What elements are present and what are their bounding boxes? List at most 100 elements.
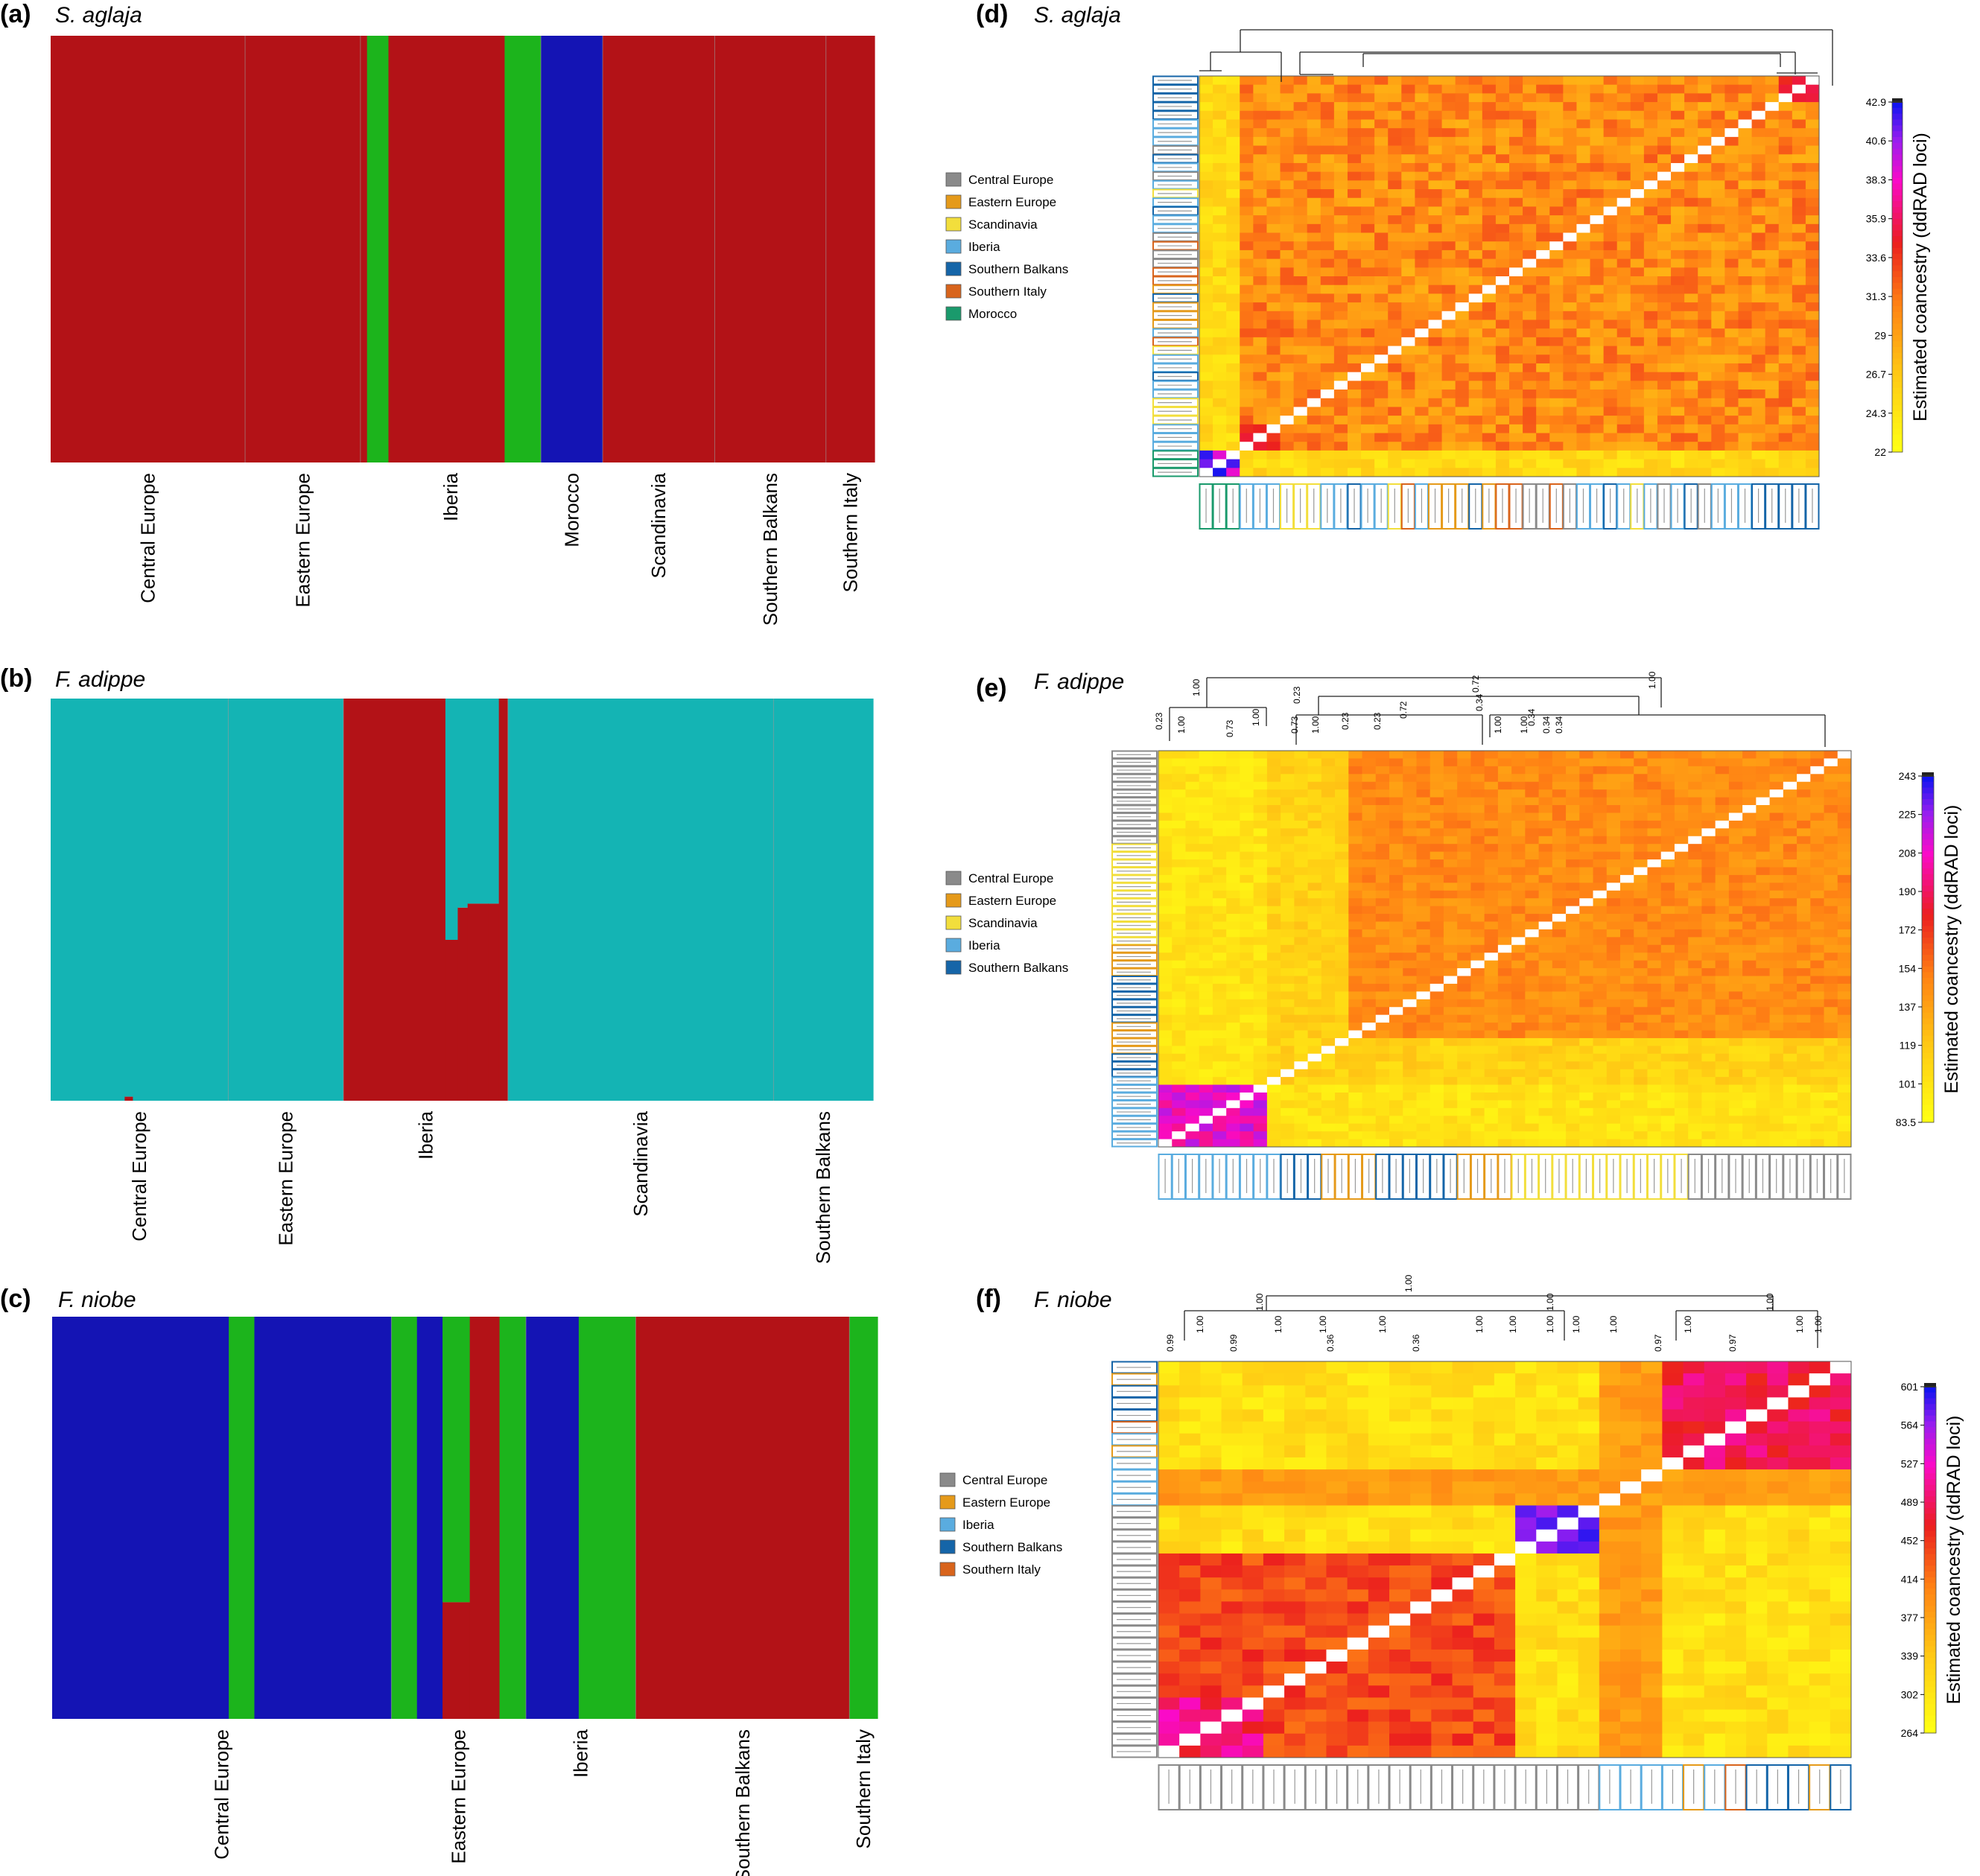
heat-cell-e bbox=[1266, 944, 1281, 953]
heat-cell-d bbox=[1240, 416, 1254, 425]
heat-cell-e bbox=[1348, 906, 1362, 915]
heat-cell-e bbox=[1810, 898, 1824, 907]
heat-cell-d bbox=[1792, 258, 1806, 268]
heat-cell-e bbox=[1389, 1030, 1403, 1039]
heat-cell-e bbox=[1593, 1014, 1608, 1023]
heat-cell-e bbox=[1389, 929, 1403, 938]
heat-cell-d bbox=[1523, 206, 1537, 216]
heat-cell-e bbox=[1443, 805, 1458, 813]
heat-cell-e bbox=[1335, 813, 1349, 821]
heat-cell-d bbox=[1199, 145, 1213, 155]
heat-cell-e bbox=[1281, 758, 1295, 767]
heat-cell-e bbox=[1253, 890, 1268, 899]
heat-cell-e bbox=[1281, 1053, 1295, 1062]
heat-cell-e bbox=[1335, 968, 1349, 976]
heat-cell-d bbox=[1307, 433, 1321, 442]
heat-cell-d bbox=[1536, 424, 1550, 433]
heat-cell-d bbox=[1388, 136, 1402, 146]
heat-cell-e bbox=[1715, 751, 1730, 759]
heat-cell-d bbox=[1805, 284, 1820, 294]
heat-cell-e bbox=[1240, 828, 1254, 837]
heat-cell-d bbox=[1765, 328, 1780, 338]
heat-cell-e bbox=[1253, 976, 1268, 985]
heat-cell-e bbox=[1797, 766, 1811, 775]
heat-cell-d bbox=[1388, 258, 1402, 268]
heat-cell-e bbox=[1226, 906, 1240, 915]
heat-cell-e bbox=[1634, 859, 1648, 868]
heat-cell-e bbox=[1647, 906, 1662, 915]
heat-cell-d bbox=[1698, 293, 1712, 303]
heat-cell-e bbox=[1620, 751, 1634, 759]
heat-cell-d bbox=[1280, 346, 1295, 355]
heat-cell-e bbox=[1457, 1007, 1471, 1016]
heat-cell-e bbox=[1579, 1007, 1593, 1016]
heat-cell-d bbox=[1415, 319, 1429, 329]
heat-cell-e bbox=[1579, 929, 1593, 938]
heat-cell-e bbox=[1430, 1131, 1444, 1139]
heat-cell-e bbox=[1660, 781, 1675, 790]
heat-cell-e bbox=[1253, 766, 1268, 775]
heat-cell-e bbox=[1525, 953, 1539, 961]
heat-cell-e bbox=[1606, 1084, 1621, 1093]
heat-cell-e bbox=[1185, 999, 1200, 1008]
heat-cell-d bbox=[1280, 110, 1295, 120]
heat-cell-d bbox=[1684, 328, 1698, 338]
heat-cell-d bbox=[1280, 189, 1295, 199]
heat-cell-e bbox=[1701, 766, 1716, 775]
heat-cell-e bbox=[1266, 1116, 1281, 1125]
heat-cell-e bbox=[1457, 976, 1471, 985]
heat-cell-d bbox=[1563, 450, 1577, 460]
heat-cell-d bbox=[1415, 171, 1429, 181]
heat-cell-d bbox=[1765, 232, 1780, 242]
heat-cell-d bbox=[1549, 328, 1564, 338]
heat-cell-e bbox=[1443, 1007, 1458, 1016]
heat-cell-e bbox=[1566, 1139, 1580, 1148]
heat-cell-d bbox=[1468, 468, 1483, 477]
heat-cell-e bbox=[1212, 1069, 1227, 1078]
heat-cell-e bbox=[1389, 1139, 1403, 1148]
heat-cell-d bbox=[1388, 128, 1402, 138]
heat-cell-d bbox=[1374, 136, 1389, 146]
heat-cell-e bbox=[1403, 1061, 1417, 1070]
heat-cell-d bbox=[1415, 293, 1429, 303]
heat-cell-e bbox=[1240, 867, 1254, 876]
heat-cell-e bbox=[1715, 906, 1730, 915]
heat-cell-e bbox=[1362, 991, 1377, 1000]
heat-cell-e bbox=[1362, 1069, 1377, 1078]
heat-cell-e bbox=[1240, 983, 1254, 992]
heat-cell-e bbox=[1634, 844, 1648, 853]
heat-cell-d bbox=[1671, 363, 1685, 373]
heat-cell-d bbox=[1805, 180, 1820, 190]
heat-cell-e bbox=[1457, 1061, 1471, 1070]
heat-cell-d bbox=[1643, 459, 1658, 468]
heat-cell-d bbox=[1441, 354, 1456, 364]
heat-cell-e bbox=[1593, 1107, 1608, 1116]
heat-cell-e bbox=[1497, 1053, 1512, 1062]
heat-cell-d bbox=[1738, 459, 1752, 468]
heat-cell-d bbox=[1361, 267, 1375, 277]
heat-cell-d bbox=[1253, 442, 1267, 451]
heat-cell-d bbox=[1320, 328, 1335, 338]
heat-cell-e bbox=[1810, 1014, 1824, 1023]
heat-cell-d bbox=[1724, 162, 1739, 173]
heat-cell-e bbox=[1837, 813, 1852, 821]
heat-cell-d bbox=[1307, 180, 1321, 190]
heat-cell-e bbox=[1307, 983, 1322, 992]
heat-cell-e bbox=[1783, 953, 1797, 961]
heat-cell-d bbox=[1698, 311, 1712, 320]
heat-cell-d bbox=[1563, 76, 1577, 86]
heat-cell-d bbox=[1616, 189, 1631, 199]
heat-cell-e bbox=[1674, 828, 1689, 837]
heat-cell-d bbox=[1495, 407, 1510, 416]
heat-cell-d bbox=[1482, 145, 1497, 155]
heat-cell-e bbox=[1593, 1077, 1608, 1085]
heat-cell-e bbox=[1606, 983, 1621, 992]
heat-cell-d bbox=[1307, 302, 1321, 312]
heat-cell-d bbox=[1549, 84, 1564, 94]
heat-cell-e bbox=[1715, 953, 1730, 961]
heat-cell-d bbox=[1765, 407, 1780, 416]
heat-cell-e bbox=[1810, 1077, 1824, 1085]
heat-cell-e bbox=[1253, 914, 1268, 922]
heat-cell-e bbox=[1240, 797, 1254, 806]
heat-cell-e bbox=[1416, 805, 1431, 813]
